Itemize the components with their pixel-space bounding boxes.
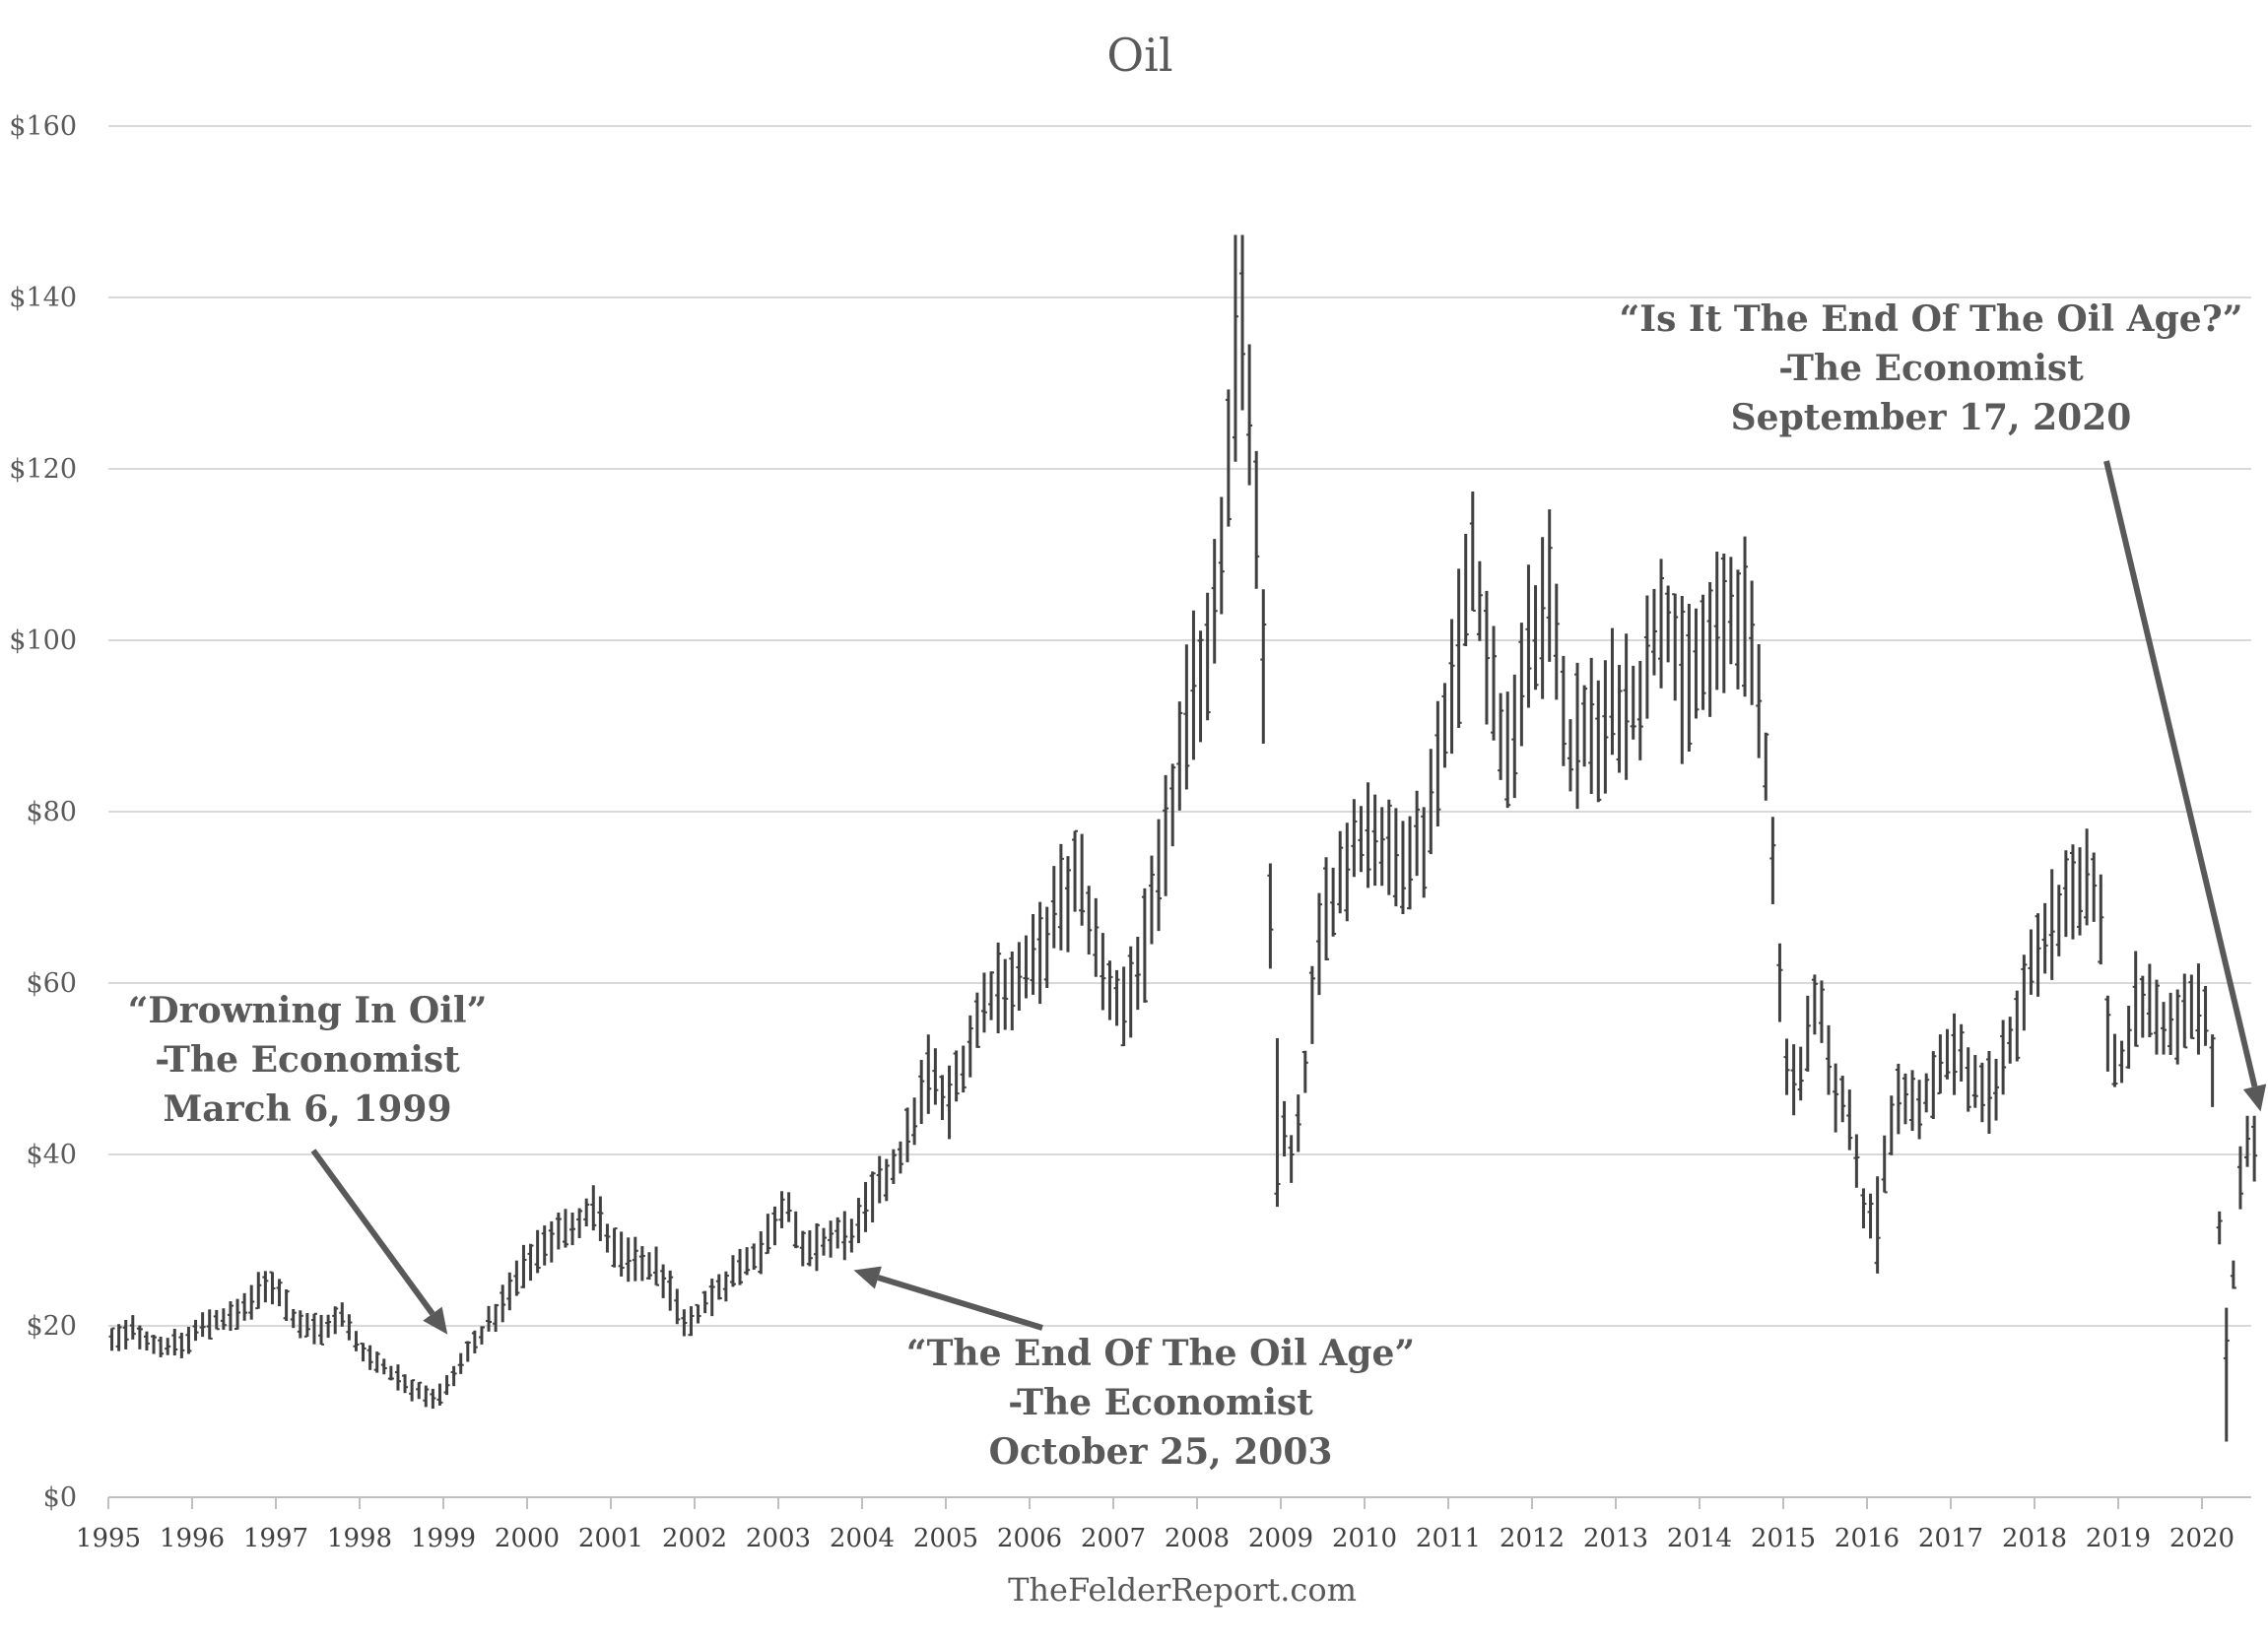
y-tick-label: $80 — [26, 797, 77, 827]
annotation-text: September 17, 2020 — [1731, 397, 2132, 438]
x-tick-label: 2013 — [1583, 1524, 1648, 1553]
x-tick-label: 1998 — [327, 1524, 392, 1553]
annotation-text: “The End Of The Oil Age” — [906, 1333, 1415, 1374]
x-tick-label: 2004 — [830, 1524, 895, 1553]
x-tick-label: 2009 — [1248, 1524, 1313, 1553]
y-tick-label: $160 — [9, 111, 77, 142]
x-tick-label: 2018 — [2002, 1524, 2067, 1553]
x-tick-label: 2006 — [997, 1524, 1062, 1553]
y-tick-label: $40 — [26, 1140, 77, 1170]
x-tick-label: 1996 — [160, 1524, 225, 1553]
y-tick-label: $0 — [43, 1482, 77, 1513]
y-tick-label: $20 — [26, 1311, 77, 1342]
gridlines — [108, 125, 2251, 1498]
y-tick-label: $60 — [26, 968, 77, 999]
x-tick-label: 2016 — [1834, 1524, 1900, 1553]
x-tick-label: 2011 — [1416, 1524, 1481, 1553]
y-tick-label: $140 — [9, 283, 77, 313]
x-tick-label: 2017 — [1918, 1524, 1983, 1553]
annotation-text: March 6, 1999 — [163, 1088, 451, 1130]
annotation-arrowhead — [2242, 1084, 2267, 1112]
x-tick-label: 2014 — [1667, 1524, 1732, 1553]
x-tick-label: 2007 — [1081, 1524, 1146, 1553]
source-label: TheFelderReport.com — [1008, 1571, 1357, 1609]
price-bars — [108, 234, 2258, 1442]
annotation-text: -The Economist — [155, 1039, 460, 1081]
annotation-arrow — [2103, 460, 2258, 1087]
x-tick-label: 2008 — [1165, 1524, 1230, 1553]
x-tick-label: 2020 — [2169, 1524, 2235, 1553]
annotation-arrowhead — [423, 1306, 448, 1335]
annotation-text: -The Economist — [1778, 348, 2084, 389]
x-tick-label: 2001 — [578, 1524, 643, 1553]
annotation-text: “Drowning In Oil” — [128, 990, 488, 1031]
annotation-arrowhead — [853, 1266, 882, 1289]
x-tick-label: 1997 — [243, 1524, 308, 1553]
x-tick-label: 2012 — [1500, 1524, 1565, 1553]
y-tick-label: $100 — [9, 625, 77, 656]
x-tick-label: 2005 — [913, 1524, 978, 1553]
annotation-text: October 25, 2003 — [989, 1431, 1333, 1473]
annotation-arrow — [310, 1149, 435, 1316]
y-axis-tick-labels: $0 $20 $40 $60 $80 $100 $120 $140 $160 — [9, 111, 77, 1513]
x-tick-label: 1995 — [76, 1524, 141, 1553]
annotation-text: -The Economist — [1008, 1382, 1313, 1423]
annotation-text: “Is It The End Of The Oil Age?” — [1620, 298, 2243, 340]
x-tick-label: 2015 — [1751, 1524, 1816, 1553]
x-tick-label: 2019 — [2086, 1524, 2151, 1553]
annotation-arrow — [877, 1275, 1043, 1331]
x-axis-tick-labels: 1995 1996 1997 1998 1999 2000 2001 2002 2003 2004… — [76, 1497, 2235, 1553]
x-tick-label: 2003 — [746, 1524, 811, 1553]
annotations: “Drowning In Oil” -The Economist March 6, … — [128, 298, 2267, 1473]
x-tick-label: 2000 — [495, 1524, 560, 1553]
x-tick-label: 2010 — [1332, 1524, 1397, 1553]
x-tick-label: 1999 — [411, 1524, 476, 1553]
y-tick-label: $120 — [9, 454, 77, 485]
x-tick-label: 2002 — [662, 1524, 727, 1553]
chart-title: Oil — [1106, 29, 1172, 82]
